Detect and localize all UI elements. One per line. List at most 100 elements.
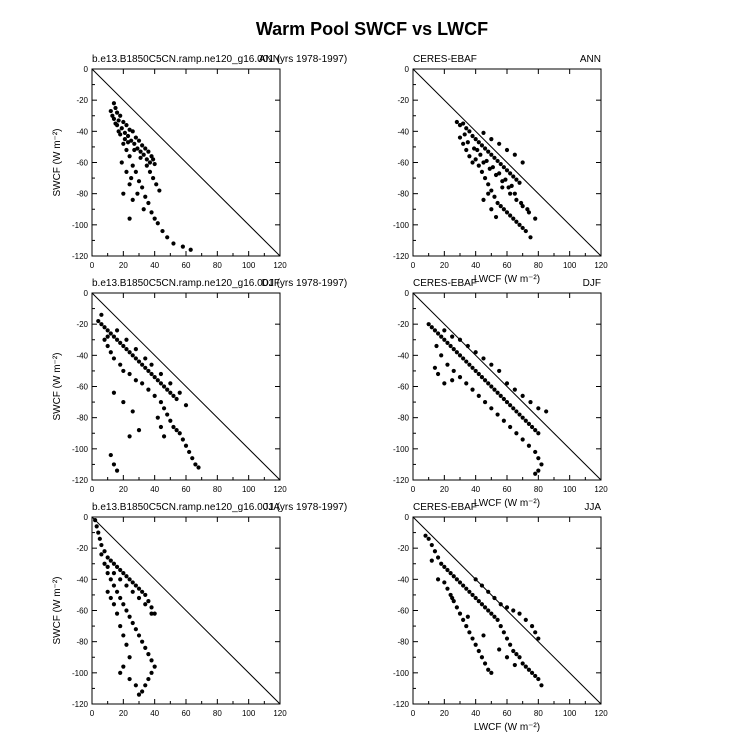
- data-point: [465, 343, 470, 349]
- data-point: [489, 207, 494, 212]
- data-point: [495, 158, 500, 164]
- data-point: [520, 225, 525, 231]
- data-point: [514, 431, 519, 436]
- data-point: [536, 456, 541, 461]
- data-point: [111, 101, 117, 106]
- panel-left-label: CERES-EBAF: [413, 502, 477, 513]
- data-point: [432, 549, 438, 554]
- y-tick-label: -80: [76, 638, 88, 647]
- data-point: [536, 431, 541, 436]
- data-point: [464, 381, 469, 386]
- data-point: [105, 334, 110, 339]
- data-point: [486, 149, 491, 154]
- data-point: [493, 214, 499, 220]
- data-point: [434, 343, 439, 349]
- x-tick-label: 100: [563, 261, 577, 270]
- data-point: [147, 160, 153, 165]
- panel-right-label: ANN: [259, 54, 280, 65]
- y-tick-label: -40: [397, 127, 409, 136]
- data-point: [165, 387, 170, 392]
- data-point: [121, 602, 126, 607]
- data-point: [504, 636, 510, 641]
- data-point: [470, 387, 475, 392]
- data-point: [149, 658, 154, 663]
- x-tick-label: 120: [273, 261, 287, 270]
- y-tick-label: -60: [397, 383, 409, 392]
- data-point: [105, 571, 110, 576]
- y-tick-label: -80: [397, 190, 409, 199]
- x-tick-label: 20: [440, 709, 449, 718]
- data-point: [133, 627, 138, 632]
- data-point: [149, 210, 154, 215]
- data-point: [476, 648, 481, 654]
- data-point: [105, 343, 110, 349]
- data-point: [493, 172, 499, 178]
- data-point: [168, 381, 173, 386]
- data-point: [511, 174, 516, 179]
- data-point: [146, 368, 151, 374]
- data-point: [116, 118, 121, 123]
- data-point: [497, 171, 502, 176]
- data-point: [99, 322, 104, 327]
- data-point: [121, 368, 126, 374]
- data-point: [517, 180, 522, 185]
- data-point: [105, 328, 110, 333]
- data-point: [132, 141, 137, 146]
- data-point: [478, 152, 483, 157]
- y-tick-label: -60: [76, 607, 88, 616]
- data-point: [508, 213, 513, 218]
- data-point: [517, 412, 522, 417]
- data-point: [127, 434, 132, 439]
- data-point: [442, 328, 447, 333]
- data-point: [127, 371, 132, 377]
- data-point: [188, 247, 193, 252]
- data-point: [470, 365, 475, 370]
- data-point: [435, 331, 441, 336]
- data-point: [467, 154, 472, 159]
- data-point: [476, 140, 481, 145]
- data-point: [461, 583, 466, 588]
- data-point: [152, 611, 157, 616]
- data-point: [506, 185, 511, 190]
- data-point: [486, 667, 491, 672]
- data-point: [111, 561, 117, 566]
- y-tick-label: -60: [76, 383, 88, 392]
- x-tick-label: 80: [534, 261, 543, 270]
- reference-line: [91, 516, 281, 705]
- data-point: [136, 586, 142, 591]
- y-tick-label: -120: [393, 700, 410, 709]
- data-point: [155, 378, 160, 383]
- data-point: [536, 676, 541, 682]
- data-point: [423, 533, 428, 538]
- data-point: [457, 580, 463, 585]
- data-point: [514, 219, 519, 224]
- data-point: [114, 123, 120, 128]
- data-point: [467, 630, 472, 635]
- data-point: [108, 452, 113, 458]
- x-tick-label: 60: [182, 261, 191, 270]
- data-point: [470, 160, 475, 165]
- data-point: [174, 396, 179, 402]
- data-point: [152, 664, 157, 669]
- data-point: [158, 381, 164, 386]
- data-point: [138, 149, 143, 154]
- data-point: [489, 362, 494, 367]
- data-point: [133, 583, 138, 588]
- data-point: [476, 599, 481, 604]
- data-point: [473, 157, 478, 162]
- data-point: [501, 418, 506, 423]
- y-tick-label: 0: [84, 289, 89, 298]
- data-point: [442, 381, 447, 386]
- data-point: [486, 608, 491, 613]
- y-tick-label: -80: [76, 414, 88, 423]
- data-point: [464, 126, 469, 131]
- data-point: [481, 160, 486, 165]
- data-point: [489, 384, 494, 389]
- data-point: [464, 623, 469, 629]
- x-tick-label: 40: [471, 485, 480, 494]
- data-point: [140, 362, 145, 367]
- y-tick-label: -100: [72, 221, 89, 230]
- data-point: [152, 375, 157, 380]
- data-point: [519, 200, 524, 206]
- data-point: [525, 207, 530, 212]
